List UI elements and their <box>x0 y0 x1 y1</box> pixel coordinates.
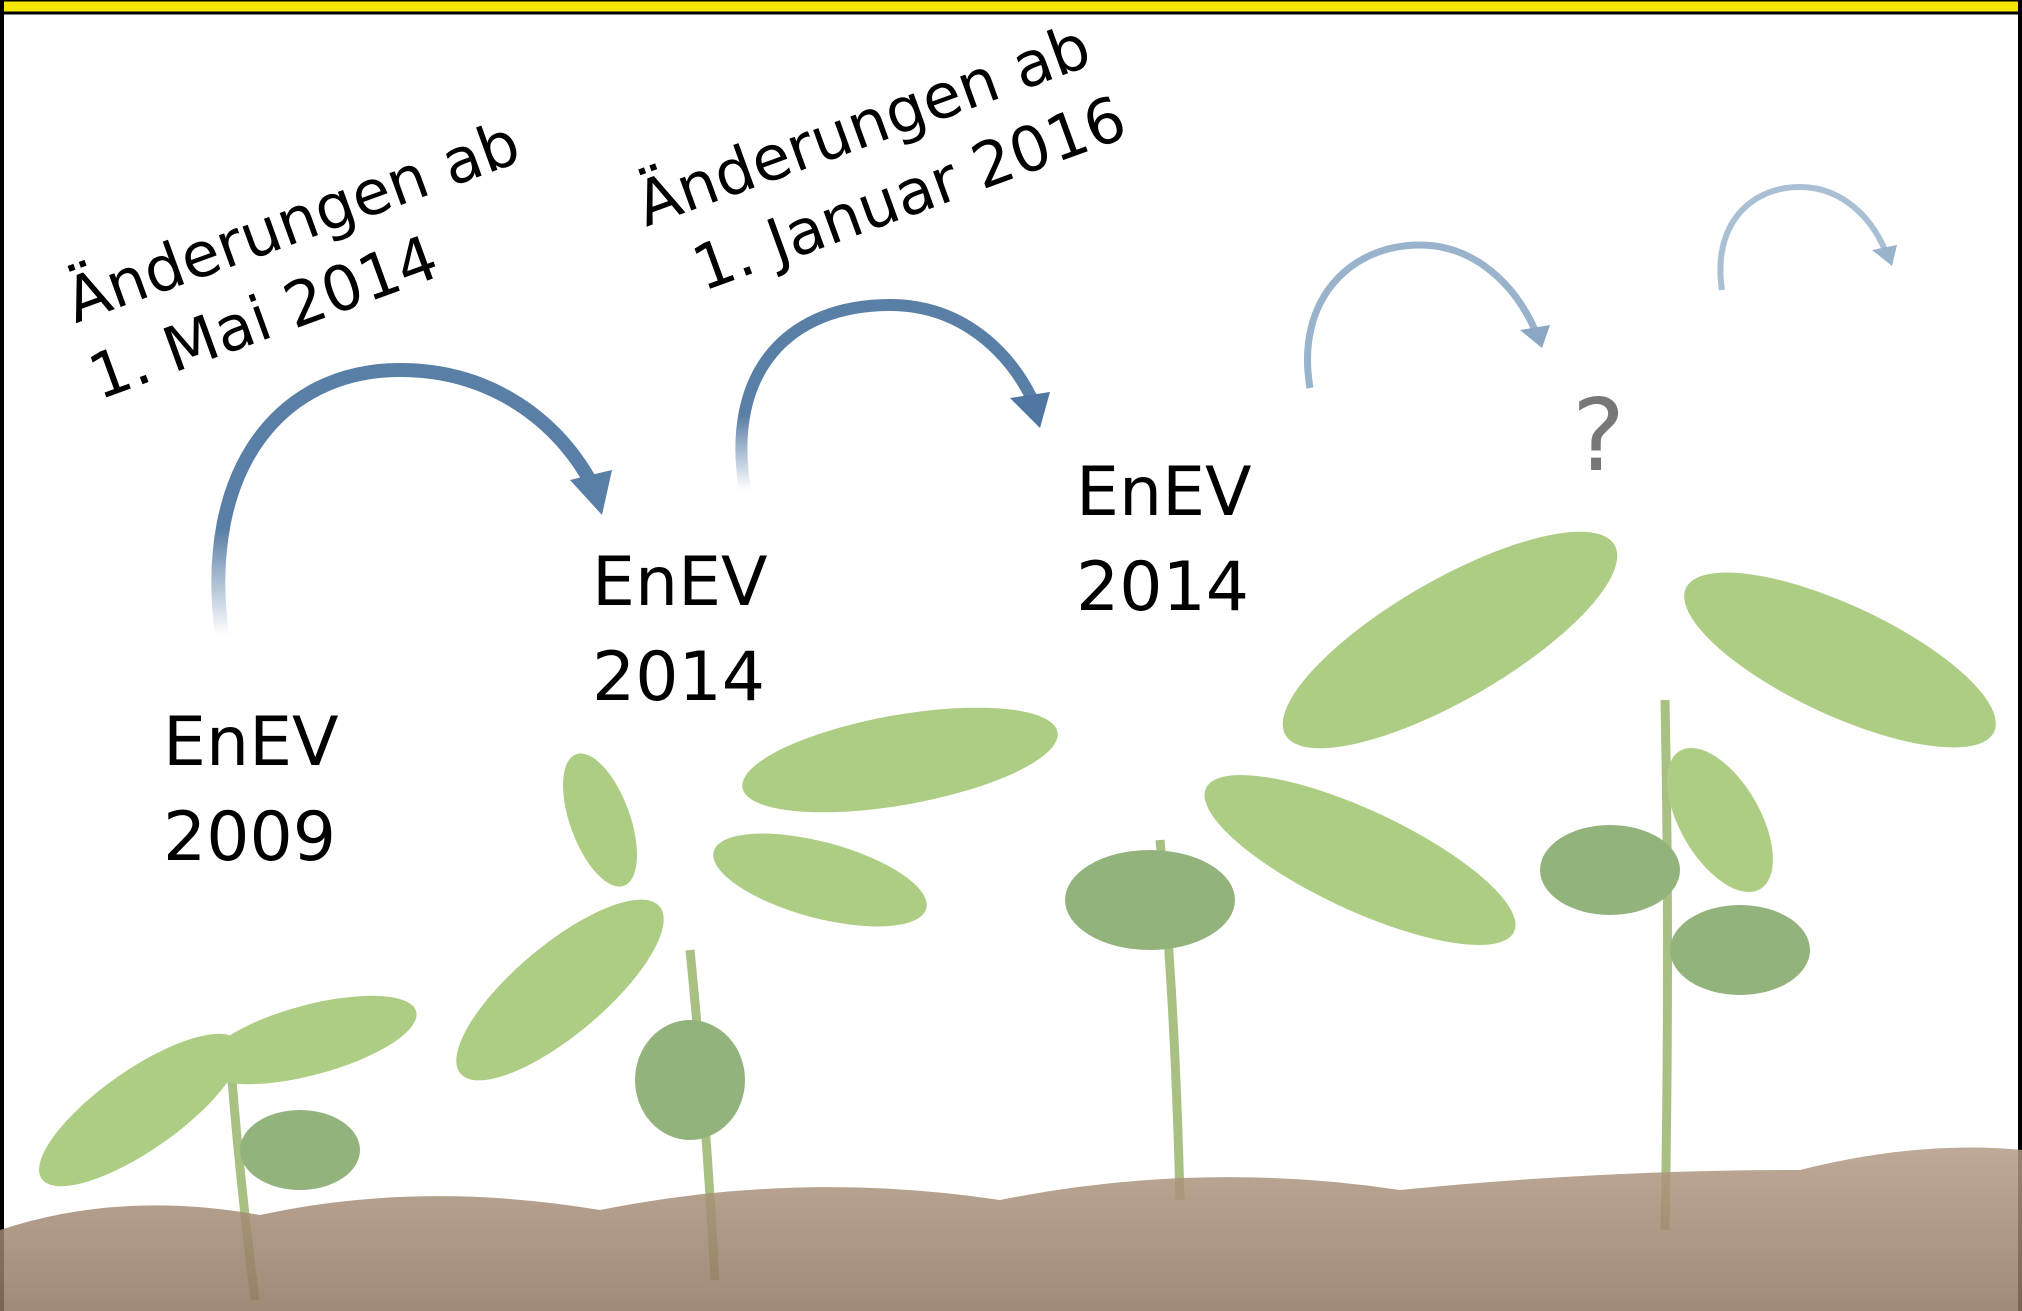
version-name: EnEV <box>163 703 339 782</box>
version-year: 2009 <box>163 798 336 877</box>
slide: Änderungen ab 1. Mai 2014 Änderungen ab … <box>0 0 2022 1311</box>
version-name: EnEV <box>592 543 768 622</box>
unknown-mark: ? <box>1572 377 1625 494</box>
top-bar <box>0 0 2022 13</box>
version-year: 2014 <box>592 638 765 717</box>
version-name: EnEV <box>1076 453 1252 532</box>
version-year: 2014 <box>1076 548 1249 627</box>
